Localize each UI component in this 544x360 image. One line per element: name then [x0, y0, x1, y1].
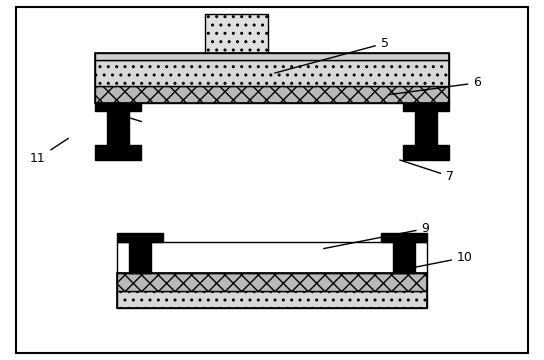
Bar — [95, 145, 141, 160]
Text: 10: 10 — [394, 251, 473, 271]
Bar — [117, 291, 427, 308]
Bar — [95, 53, 449, 60]
Bar — [117, 242, 427, 273]
Bar — [117, 273, 427, 308]
Bar — [95, 86, 449, 103]
Bar — [129, 242, 151, 273]
Bar — [107, 111, 129, 145]
Text: 5: 5 — [275, 37, 389, 73]
Bar — [403, 103, 449, 111]
Bar — [95, 60, 449, 86]
Bar — [381, 233, 427, 242]
Text: 9: 9 — [324, 222, 429, 249]
Text: 7: 7 — [400, 160, 454, 183]
Bar — [415, 111, 436, 145]
Bar — [163, 242, 381, 273]
Bar — [141, 111, 403, 160]
Text: 11: 11 — [30, 138, 69, 165]
Bar — [206, 14, 268, 55]
Bar — [393, 242, 415, 273]
Bar — [117, 233, 163, 242]
Bar — [117, 273, 427, 291]
Bar — [95, 53, 449, 103]
Bar — [95, 103, 141, 111]
Text: 6: 6 — [389, 76, 481, 95]
Bar — [403, 145, 449, 160]
Text: 8: 8 — [117, 109, 141, 122]
